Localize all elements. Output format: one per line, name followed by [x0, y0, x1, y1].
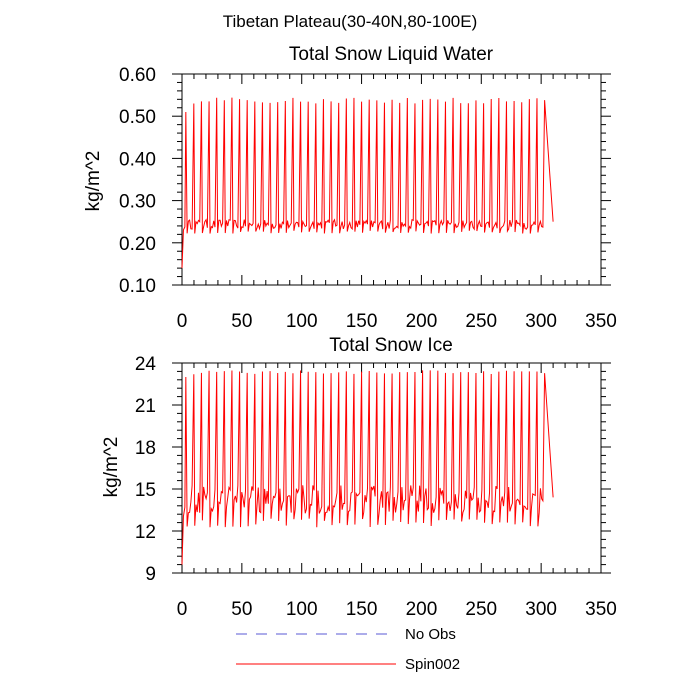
plot-frame [181, 73, 602, 286]
x-tick-label: 300 [525, 599, 557, 620]
x-tick-label: 100 [286, 599, 318, 620]
x-tick-label: 50 [231, 599, 252, 620]
x-tick-label: 250 [465, 599, 497, 620]
y-tick-label: 21 [135, 396, 156, 417]
plot-area: 0 50 100 150 200 250 300 350 0.10 0.20 0.30 0.40 0.5… [119, 65, 617, 332]
panel-title: Total Snow Ice [329, 335, 453, 356]
x-tick-label: 150 [346, 311, 378, 332]
y-tick-label: 0.60 [119, 65, 156, 86]
y-tick-label: 12 [135, 522, 156, 543]
y-tick-label: 9 [145, 564, 156, 585]
y-tick-label: 0.50 [119, 107, 156, 128]
x-tick-label: 0 [177, 599, 188, 620]
legend-label-spin002: Spin002 [405, 656, 460, 673]
x-tick-label: 300 [525, 311, 557, 332]
x-tick-label: 350 [585, 599, 617, 620]
x-tick-label: 100 [286, 311, 318, 332]
x-tick-label: 50 [231, 311, 252, 332]
series-line-spin002 [181, 370, 554, 565]
x-tick-label: 250 [465, 311, 497, 332]
plot-frame [181, 362, 602, 574]
legend: No Obs Spin002 [236, 626, 460, 673]
y-axis-label: kg/m^2 [101, 437, 122, 498]
y-tick-label: 0.30 [119, 192, 156, 213]
x-tick-label: 150 [346, 599, 378, 620]
x-tick-label: 200 [406, 599, 438, 620]
y-tick-label: 24 [135, 354, 157, 375]
x-tick-label: 200 [406, 311, 438, 332]
y-tick-label: 18 [135, 438, 156, 459]
panel-snow-ice: Total Snow Ice kg/m^2 0 50 100 150 200 250 300… [101, 335, 617, 620]
y-tick-label: 0.10 [119, 276, 156, 297]
series-line-spin002 [181, 97, 554, 269]
figure-title: Tibetan Plateau(30-40N,80-100E) [223, 12, 478, 31]
plot-area: 0 50 100 150 200 250 300 350 9 12 15 18 21 24 [135, 354, 617, 620]
x-tick-label: 350 [585, 311, 617, 332]
panel-title: Total Snow Liquid Water [289, 44, 494, 65]
legend-label-no-obs: No Obs [405, 626, 456, 643]
y-tick-label: 15 [135, 480, 156, 501]
x-tick-label: 0 [177, 311, 188, 332]
y-tick-label: 0.20 [119, 234, 156, 255]
y-tick-label: 0.40 [119, 149, 156, 170]
panel-snow-liquid-water: Total Snow Liquid Water kg/m^2 0 50 100 150… [83, 44, 617, 332]
y-axis-label: kg/m^2 [83, 151, 104, 212]
